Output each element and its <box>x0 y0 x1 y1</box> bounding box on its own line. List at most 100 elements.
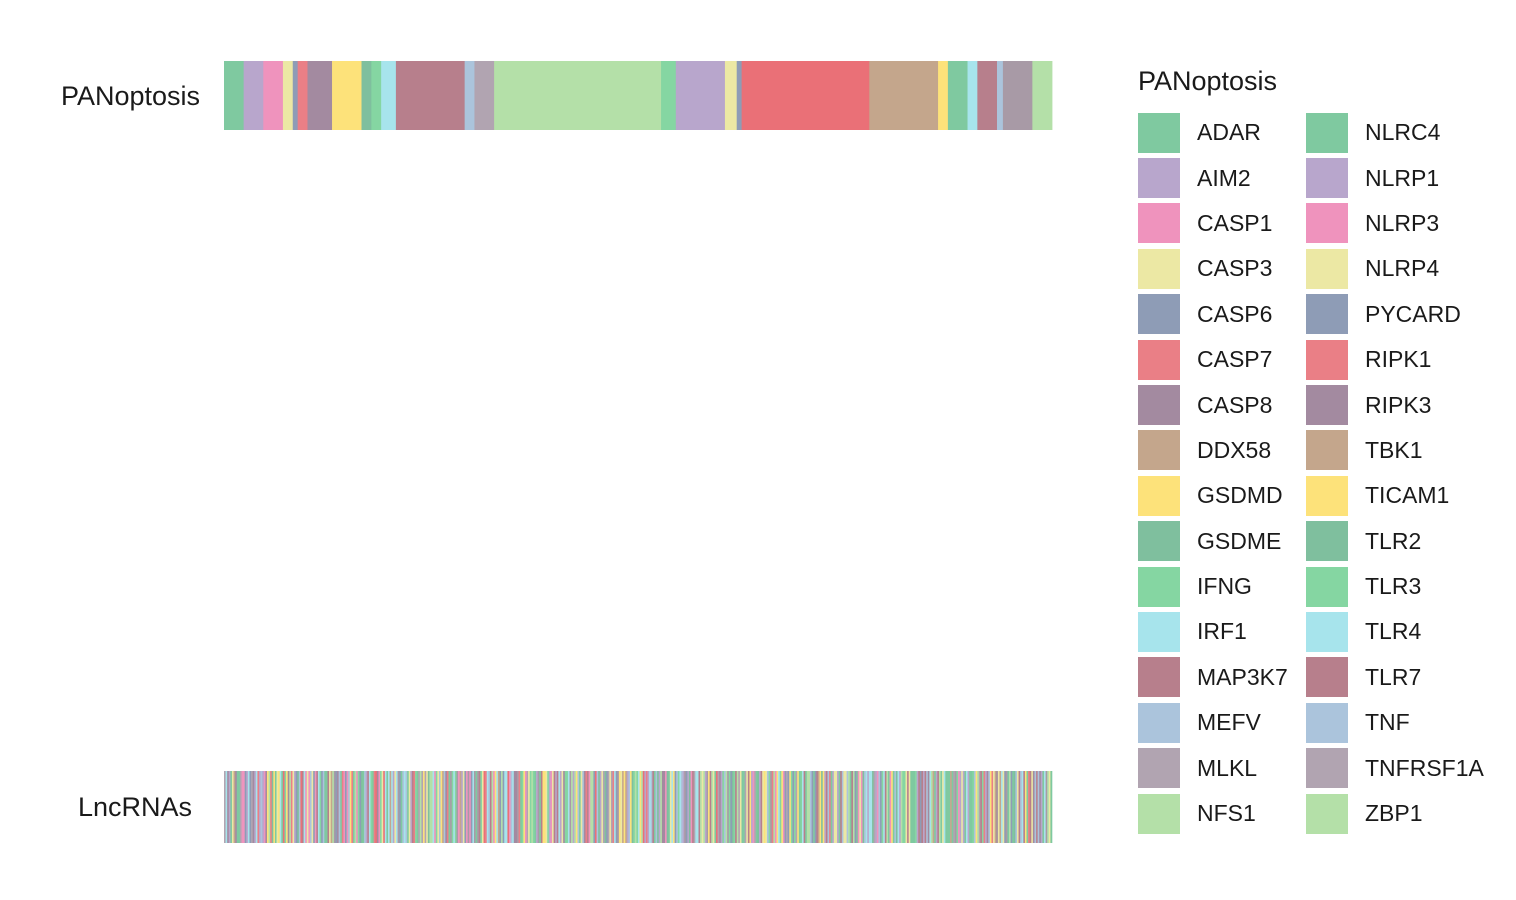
bottom-node-stripe <box>290 771 293 843</box>
bottom-node-stripe <box>373 771 376 843</box>
top-axis-label: PANoptosis <box>61 81 200 111</box>
bottom-node-stripe <box>365 771 368 843</box>
bottom-node-stripe <box>859 771 862 843</box>
legend-swatch <box>1138 702 1180 743</box>
bottom-node-stripe <box>813 771 816 843</box>
bottom-node-stripe <box>749 771 752 843</box>
legend-item-casp6: CASP6 <box>1138 292 1306 337</box>
bottom-node-stripe <box>571 771 574 843</box>
bottom-node-stripe <box>376 771 379 843</box>
bottom-node-stripe <box>744 771 747 843</box>
bottom-node-stripe <box>806 771 809 843</box>
legend-item-nlrp3: NLRP3 <box>1306 201 1496 246</box>
bottom-node-stripe <box>464 771 467 843</box>
bottom-node-stripe <box>622 771 624 843</box>
bottom-node-stripe <box>418 771 421 843</box>
bottom-node-stripe <box>891 771 894 843</box>
bottom-node-stripe <box>292 771 295 843</box>
bottom-node-stripe <box>838 771 841 843</box>
bottom-node-stripe <box>636 771 639 843</box>
bottom-node-stripe <box>380 771 382 843</box>
bottom-node-stripe <box>268 771 271 843</box>
bottom-node-stripe <box>668 771 671 843</box>
bottom-node-stripe <box>638 771 640 843</box>
bottom-node-stripe <box>738 771 741 843</box>
bottom-node-stripe <box>397 771 400 843</box>
bottom-node-stripe <box>835 771 838 843</box>
bottom-node-stripe <box>980 771 983 843</box>
bottom-node-stripe <box>924 771 927 843</box>
bottom-node-stripe <box>236 771 239 843</box>
bottom-node-stripe <box>559 771 562 843</box>
legend-item-nfs1: NFS1 <box>1138 791 1306 836</box>
bottom-node-stripe <box>663 771 666 843</box>
bottom-node-stripe <box>711 771 714 843</box>
bottom-node-stripe <box>827 771 830 843</box>
bottom-node-stripe <box>529 771 532 843</box>
bottom-node-stripe <box>587 771 589 843</box>
bottom-node-stripe <box>480 771 483 843</box>
bottom-node-stripe <box>938 771 941 843</box>
bottom-node-stripe <box>432 771 435 843</box>
bottom-node-stripe <box>860 771 863 843</box>
bottom-node-stripe <box>421 771 424 843</box>
legend-label: MAP3K7 <box>1197 663 1288 690</box>
bottom-node-stripe <box>378 771 381 843</box>
top-node-casp7 <box>297 61 308 130</box>
bottom-node-stripe <box>954 771 957 843</box>
bottom-node-stripe <box>736 771 739 843</box>
bottom-node-stripe <box>700 771 702 843</box>
bottom-node-stripe <box>561 771 564 843</box>
top-node-gsdme <box>361 61 372 130</box>
legend-label: NLRP3 <box>1365 209 1440 236</box>
bottom-node-stripe <box>582 771 585 843</box>
bottom-node-stripe <box>459 771 462 843</box>
legend-swatch <box>1138 385 1180 426</box>
bottom-node-stripe <box>725 771 728 843</box>
bottom-node-stripe <box>247 771 250 843</box>
bottom-node-stripe <box>814 771 817 843</box>
legend-swatch <box>1138 248 1180 289</box>
bottom-node-stripe <box>966 771 968 843</box>
legend-item-tlr4: TLR4 <box>1306 609 1496 654</box>
legend-swatch <box>1306 611 1348 652</box>
bottom-node-stripe <box>884 771 887 843</box>
bottom-node-stripe <box>684 771 687 843</box>
legend-label: TLR3 <box>1365 573 1422 600</box>
bottom-node-stripe <box>278 771 281 843</box>
bottom-node-stripe <box>802 771 804 843</box>
bottom-node-stripe <box>295 771 298 843</box>
bottom-node-stripe <box>289 771 292 843</box>
bottom-node-stripe <box>499 771 502 843</box>
legend-label: RIPK3 <box>1365 391 1432 418</box>
bottom-node-stripe <box>349 771 352 843</box>
legend-item-casp7: CASP7 <box>1138 337 1306 382</box>
bottom-node-stripe <box>805 771 808 843</box>
bottom-node-stripe <box>252 771 255 843</box>
bottom-node-stripe <box>263 771 266 843</box>
top-node-mlkl <box>474 61 495 130</box>
bottom-node-stripe <box>771 771 774 843</box>
bottom-node-stripe <box>628 771 631 843</box>
bottom-node-stripe <box>332 771 335 843</box>
bottom-node-stripe <box>973 771 976 843</box>
legend-item-casp1: CASP1 <box>1138 201 1306 246</box>
bottom-node-stripe <box>615 771 618 843</box>
bottom-node-stripe <box>469 771 472 843</box>
bottom-node-stripe <box>657 771 659 843</box>
bottom-node-stripe <box>595 771 597 843</box>
legend-swatch <box>1306 385 1348 426</box>
bottom-node-stripe <box>943 771 946 843</box>
bottom-node-stripe <box>338 771 341 843</box>
bottom-node-stripe <box>883 771 886 843</box>
bottom-node-stripe <box>798 771 801 843</box>
bottom-node-stripe <box>614 771 617 843</box>
bottom-node-stripe <box>790 771 793 843</box>
bottom-node-stripe <box>512 771 515 843</box>
bottom-node-stripe <box>515 771 518 843</box>
bottom-node-stripe <box>864 771 866 843</box>
bottom-node-stripe <box>375 771 378 843</box>
bottom-node-stripe <box>937 771 940 843</box>
bottom-node-stripe <box>497 771 500 843</box>
legend-swatch <box>1138 430 1180 471</box>
